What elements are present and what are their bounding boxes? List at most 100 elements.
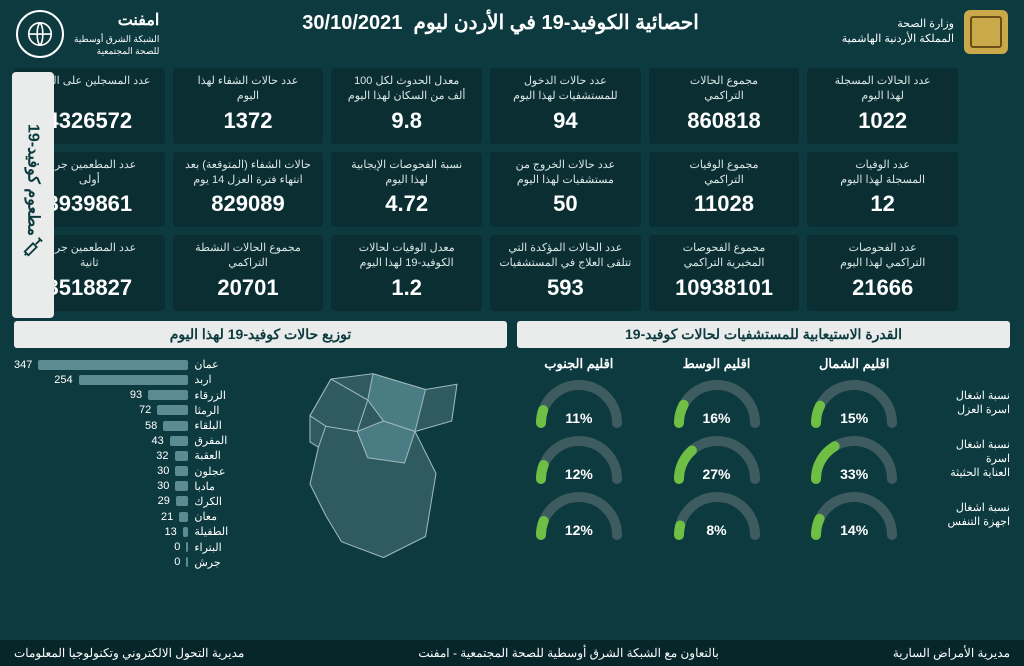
bar-fill — [179, 512, 188, 522]
globe-icon — [16, 10, 64, 58]
stat-label: معدل الوفيات لحالاتالكوفيد-19 لهذا اليوم — [339, 241, 474, 271]
bar-row: جرش 0 — [14, 556, 230, 569]
stat-value: 11028 — [657, 191, 792, 217]
stat-card: عدد الفحوصاتالتراكمي لهذا اليوم 21666 — [807, 235, 958, 311]
bar-value: 254 — [54, 374, 72, 386]
stat-card: عدد حالات الشفاء لهذااليوم 1372 — [173, 68, 324, 144]
bar-name: الرمثا — [194, 404, 230, 417]
network-name: امفنت — [74, 10, 159, 32]
bar-row: الرمثا 72 — [14, 404, 230, 417]
gauge-pct: 12% — [534, 522, 624, 538]
header: وزارة الصحة المملكة الأردنية الهاشمية اح… — [0, 0, 1024, 62]
footer-right: مديرية الأمراض السارية — [893, 646, 1010, 660]
bar-row: الزرقاء 93 — [14, 389, 230, 402]
bar-fill — [157, 405, 188, 415]
bar-row: العقبة 32 — [14, 449, 230, 462]
bar-name: العقبة — [194, 449, 230, 462]
stats-grid: عدد الحالات المسجلةلهذا اليوم 1022مجموع … — [0, 62, 1024, 317]
network-sub: الشبكة الشرق أوسطية للصحة المجتمعية — [74, 33, 159, 58]
stat-value: 1.2 — [339, 275, 474, 301]
bar-fill — [148, 390, 188, 400]
stat-card: مجموع الفحوصاتالمخبرية التراكمي 10938101 — [649, 235, 800, 311]
gauge: 27% — [672, 434, 762, 484]
stat-label: عدد حالات الخروج منمستشفيات لهذا اليوم — [498, 158, 633, 188]
bar-row: الطفيلة 13 — [14, 525, 230, 538]
bar-fill — [186, 557, 188, 567]
bar-value: 72 — [139, 404, 151, 416]
bar-row: مادبا 30 — [14, 480, 230, 493]
ministry-line1: وزارة الصحة — [842, 17, 954, 32]
stat-label: عدد حالات الدخولللمستشفيات لهذا اليوم — [498, 74, 633, 104]
stat-card: معدل الحدوث لكل 100ألف من السكان لهذا ال… — [331, 68, 482, 144]
stat-card: عدد الحالات المسجلةلهذا اليوم 1022 — [807, 68, 958, 144]
stat-value: 593 — [498, 275, 633, 301]
gauge: 8% — [672, 490, 762, 540]
syringe-icon — [22, 236, 44, 258]
distribution-bars: عمان 347 اربد 254 الزرقاء 93 الرمثا 72 ا… — [14, 356, 230, 571]
bar-value: 21 — [161, 511, 173, 523]
bar-fill — [170, 436, 189, 446]
stat-card: مجموع الحالاتالتراكمي 860818 — [649, 68, 800, 144]
distribution-panel: توزيع حالات كوفيد-19 لهذا اليوم عمان 347… — [14, 321, 507, 571]
bar-row: اربد 254 — [14, 373, 230, 386]
bar-fill — [186, 542, 188, 552]
stat-card: عدد الوفياتالمسجلة لهذا اليوم 12 — [807, 152, 958, 228]
bar-fill — [79, 375, 189, 385]
stat-card: مجموع الوفياتالتراكمي 11028 — [649, 152, 800, 228]
bar-name: معان — [194, 510, 230, 523]
gauge-pct: 8% — [672, 522, 762, 538]
stat-value: 94 — [498, 108, 633, 134]
region-header: اقليم الوسط — [655, 356, 779, 372]
bar-row: البلقاء 58 — [14, 419, 230, 432]
gauge-pct: 15% — [809, 410, 899, 426]
stat-value: 10938101 — [657, 275, 792, 301]
stat-label: عدد حالات الشفاء لهذااليوم — [181, 74, 316, 104]
bar-fill — [176, 496, 189, 506]
capacity-panel: القدرة الاستيعابية للمستشفيات لحالات كوف… — [517, 321, 1010, 571]
gauge-pct: 12% — [534, 466, 624, 482]
stat-value: 1372 — [181, 108, 316, 134]
stat-label: معدل الحدوث لكل 100ألف من السكان لهذا ال… — [339, 74, 474, 104]
stat-value: 12 — [815, 191, 950, 217]
bar-name: البلقاء — [194, 419, 230, 432]
stat-label: عدد الفحوصاتالتراكمي لهذا اليوم — [815, 241, 950, 271]
stat-label: مجموع الحالاتالتراكمي — [657, 74, 792, 104]
bar-name: الزرقاء — [194, 389, 230, 402]
stat-value: 9.8 — [339, 108, 474, 134]
stat-label: عدد الوفياتالمسجلة لهذا اليوم — [815, 158, 950, 188]
stat-value: 829089 — [181, 191, 316, 217]
bar-name: الكرك — [194, 495, 230, 508]
region-header: اقليم الجنوب — [517, 356, 641, 372]
capacity-title: القدرة الاستيعابية للمستشفيات لحالات كوف… — [517, 321, 1010, 348]
gauge: 11% — [534, 378, 624, 428]
stat-value: 21666 — [815, 275, 950, 301]
bar-fill — [38, 360, 188, 370]
stat-card: نسبة الفحوصات الإيجابيةلهذا اليوم 4.72 — [331, 152, 482, 228]
bar-name: جرش — [194, 556, 230, 569]
vaccine-strip: مطعوم كوفيد-19 — [12, 72, 54, 318]
bar-value: 347 — [14, 359, 32, 371]
region-header: اقليم الشمال — [792, 356, 916, 372]
lower-section: القدرة الاستيعابية للمستشفيات لحالات كوف… — [0, 317, 1024, 571]
jordan-map — [238, 356, 507, 571]
stat-value: 1022 — [815, 108, 950, 134]
bar-value: 29 — [158, 495, 170, 507]
gauge-rowlabel: نسبة اشغالاسرة العزل — [930, 389, 1010, 418]
bar-row: المفرق 43 — [14, 434, 230, 447]
stat-label: مجموع الحالات النشطةالتراكمي — [181, 241, 316, 271]
bar-value: 30 — [157, 465, 169, 477]
gauge-table: اقليم الشمال اقليم الوسط اقليم الجنوب نسبة … — [517, 356, 1010, 540]
ministry-line2: المملكة الأردنية الهاشمية — [842, 32, 954, 47]
stat-card: مجموع الحالات النشطةالتراكمي 20701 — [173, 235, 324, 311]
bar-value: 32 — [156, 450, 168, 462]
bar-name: عجلون — [194, 465, 230, 478]
bar-fill — [175, 451, 189, 461]
bar-name: الطفيلة — [194, 525, 230, 538]
bar-name: اربد — [194, 373, 230, 386]
gauge: 14% — [809, 490, 899, 540]
bar-name: البتراء — [194, 541, 230, 554]
gauge-pct: 14% — [809, 522, 899, 538]
bar-value: 0 — [174, 556, 180, 568]
footer-left: مديرية التحول الالكتروني وتكنولوجيا المع… — [14, 646, 244, 660]
bar-row: معان 21 — [14, 510, 230, 523]
